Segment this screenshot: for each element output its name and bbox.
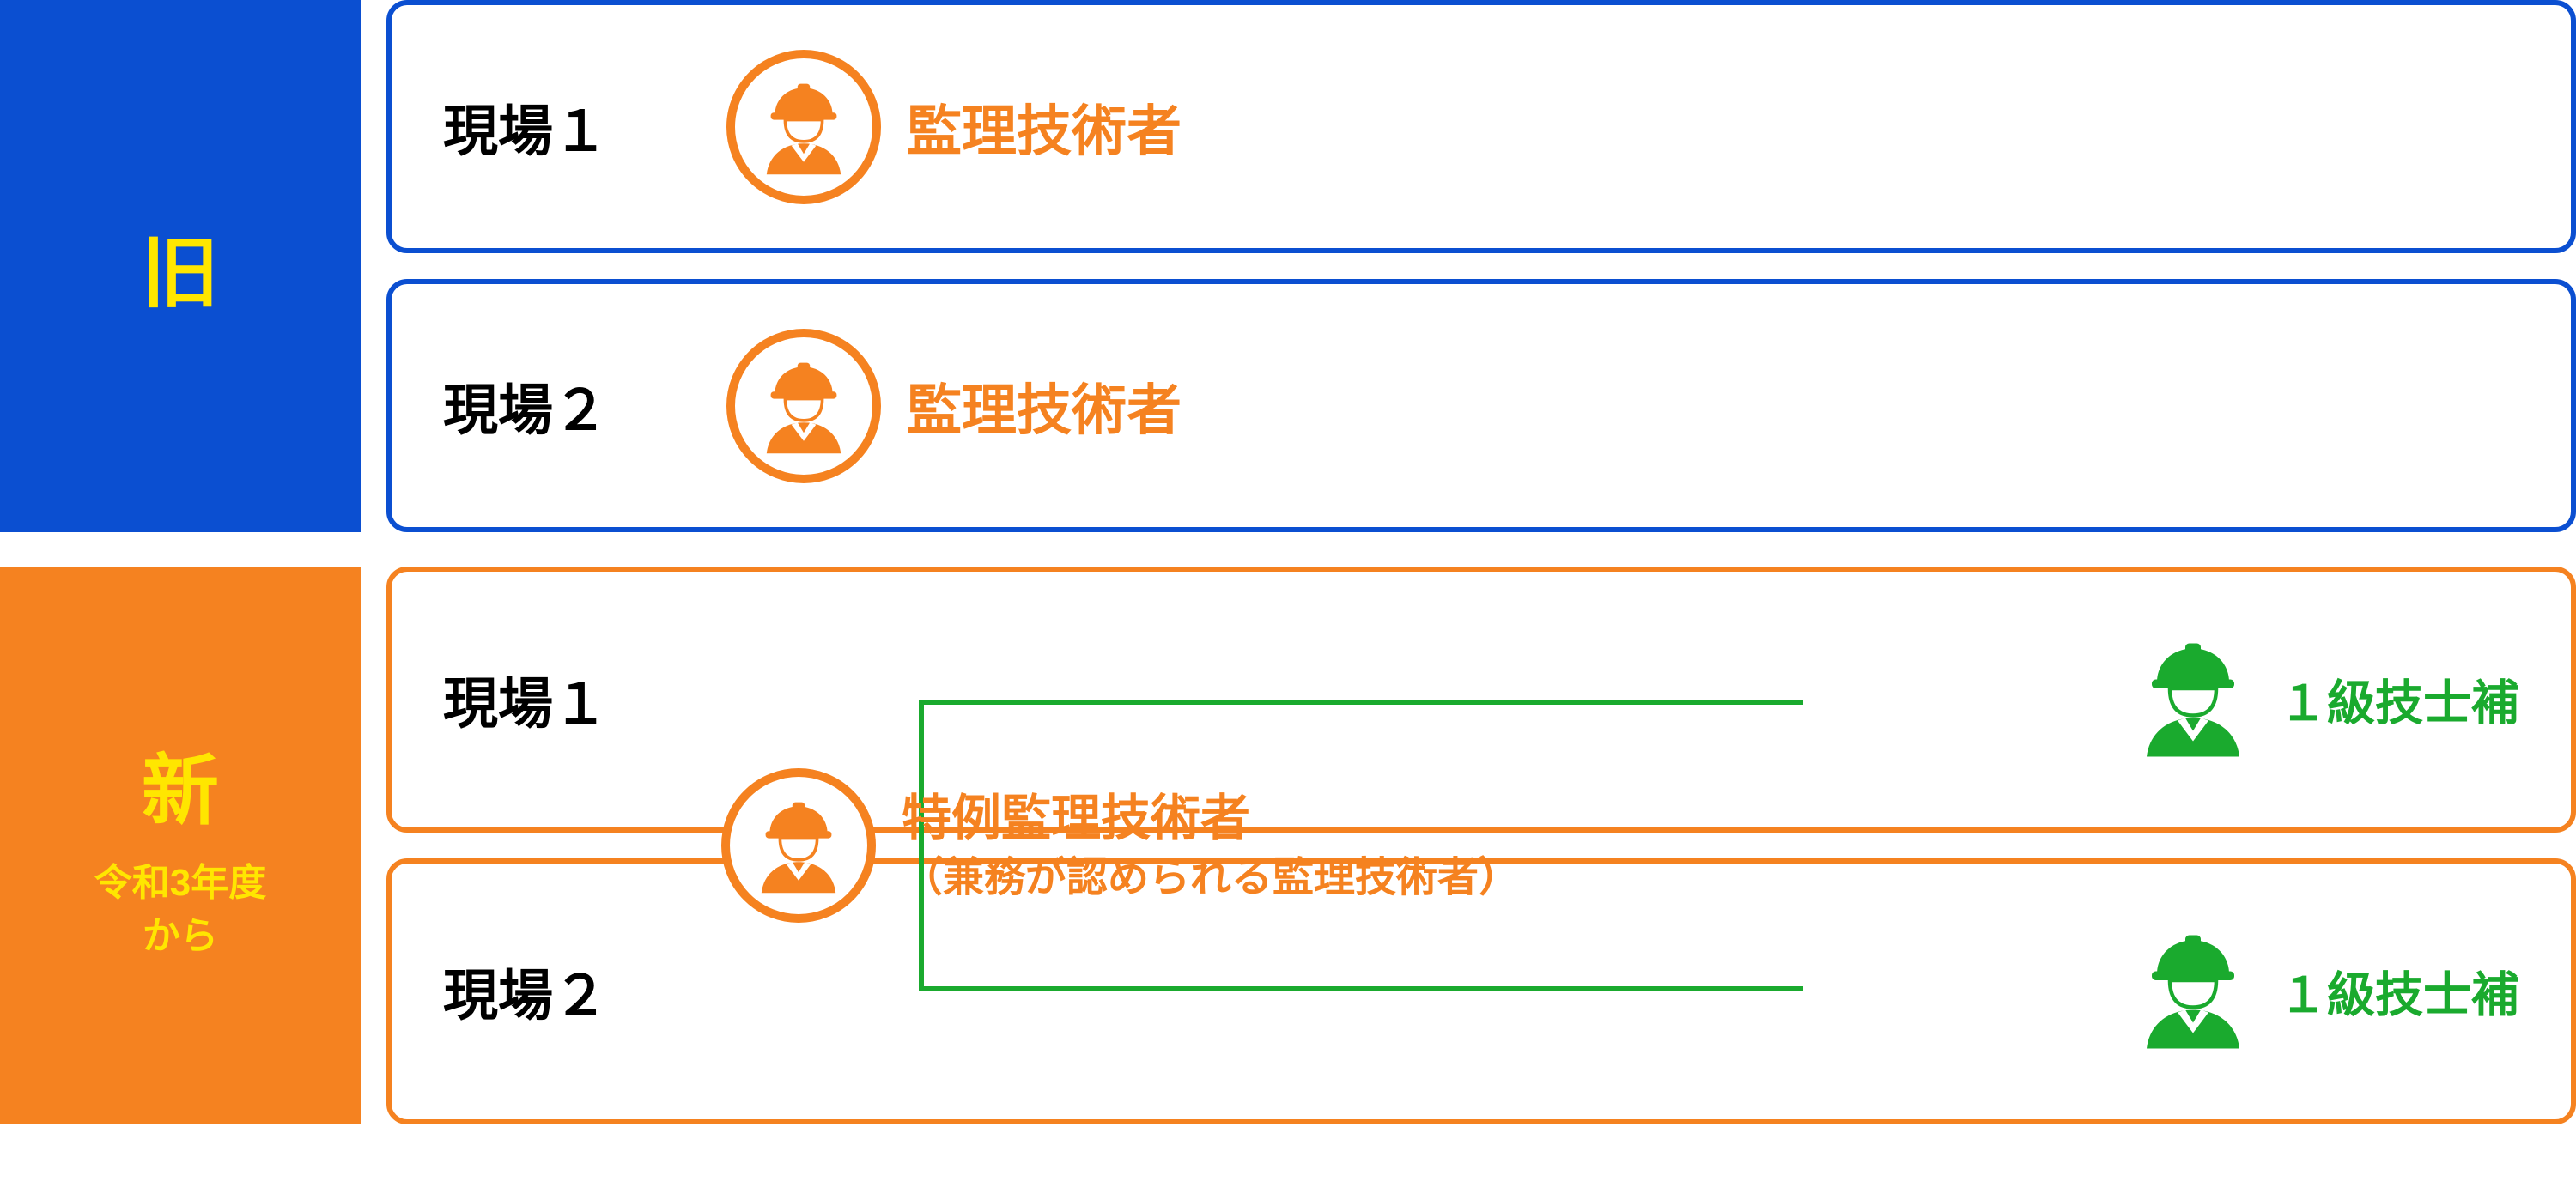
- header-old: 旧: [0, 0, 361, 532]
- engineer-icon: [726, 50, 881, 204]
- worker-icon: [2129, 633, 2257, 762]
- assistant-icon: [2129, 925, 2257, 1058]
- header-new-sub-line1: 令和3年度: [94, 862, 266, 904]
- header-old-title: 旧: [142, 210, 219, 322]
- header-new: 新 令和3年度 から: [0, 567, 361, 1124]
- header-new-sub-line2: から: [143, 915, 218, 957]
- shared-engineer-label-line2: （兼務が認められる監理技術者）: [902, 852, 1520, 905]
- site-label: 現場２: [443, 952, 726, 1031]
- assistant-label: １級技士補: [2279, 665, 2519, 735]
- engineer-block: 監理技術者: [726, 50, 1182, 204]
- engineer-icon: [721, 768, 876, 923]
- engineer-block: 監理技術者: [726, 329, 1182, 483]
- worker-icon: [747, 794, 850, 897]
- shared-engineer-block: 特例監理技術者 （兼務が認められる監理技術者）: [721, 768, 1520, 923]
- assistant-block-1: １級技士補: [2129, 633, 2519, 767]
- assistant-icon: [2129, 633, 2257, 767]
- old-rows: 現場１ 監理技術者 現場２: [386, 0, 2576, 532]
- old-row-2: 現場２ 監理技術者: [386, 279, 2576, 532]
- engineer-icon: [726, 329, 881, 483]
- shared-engineer-label-line1: 特例監理技術者: [902, 786, 1520, 851]
- new-rows: 現場１ １級技士補 現場２: [386, 567, 2576, 1124]
- site-label: 現場１: [443, 660, 726, 739]
- old-row-1: 現場１ 監理技術者: [386, 0, 2576, 253]
- engineer-label: 監理技術者: [907, 88, 1182, 167]
- engineer-label: 監理技術者: [907, 367, 1182, 445]
- worker-icon: [752, 76, 855, 179]
- worker-icon: [752, 355, 855, 458]
- section-old: 旧 現場１ 監理技術者 現場２: [0, 0, 2576, 532]
- shared-engineer-label: 特例監理技術者 （兼務が認められる監理技術者）: [902, 786, 1520, 905]
- header-new-title: 新: [142, 728, 219, 839]
- site-label: 現場２: [443, 367, 726, 445]
- assistant-label: １級技士補: [2279, 957, 2519, 1027]
- worker-icon: [2129, 925, 2257, 1054]
- section-new: 新 令和3年度 から 現場１ １級技士補 現場２: [0, 567, 2576, 1124]
- header-new-subtitle: 令和3年度 から: [94, 857, 266, 962]
- site-label: 現場１: [443, 88, 726, 167]
- assistant-block-2: １級技士補: [2129, 925, 2519, 1058]
